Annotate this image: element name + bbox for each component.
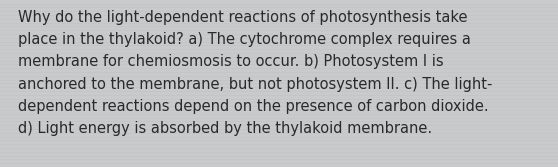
Text: Why do the light-dependent reactions of photosynthesis take: Why do the light-dependent reactions of …: [18, 10, 468, 25]
Text: place in the thylakoid? a) The cytochrome complex requires a: place in the thylakoid? a) The cytochrom…: [18, 32, 471, 47]
Text: membrane for chemiosmosis to occur. b) Photosystem I is: membrane for chemiosmosis to occur. b) P…: [18, 54, 444, 69]
Text: dependent reactions depend on the presence of carbon dioxide.: dependent reactions depend on the presen…: [18, 99, 489, 114]
Text: d) Light energy is absorbed by the thylakoid membrane.: d) Light energy is absorbed by the thyla…: [18, 121, 432, 136]
Text: anchored to the membrane, but not photosystem II. c) The light-: anchored to the membrane, but not photos…: [18, 77, 492, 92]
